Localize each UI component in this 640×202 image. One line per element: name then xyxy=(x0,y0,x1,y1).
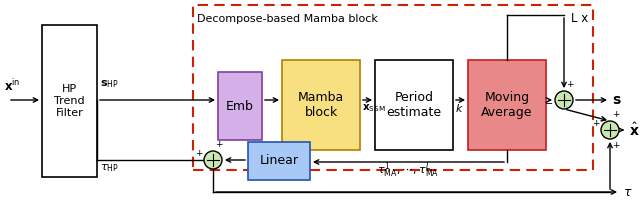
Text: $\hat{\mathbf{x}}$: $\hat{\mathbf{x}}$ xyxy=(629,121,640,139)
Text: −: − xyxy=(545,99,553,109)
Text: HP
Trend
Filter: HP Trend Filter xyxy=(54,84,85,118)
Text: Emb: Emb xyxy=(226,100,254,113)
Text: +: + xyxy=(566,80,573,89)
Text: +: + xyxy=(195,149,203,158)
Text: Mamba
block: Mamba block xyxy=(298,91,344,119)
Text: $\tau_{\mathrm{HP}}$: $\tau_{\mathrm{HP}}$ xyxy=(100,162,119,174)
Text: Decompose-based Mamba block: Decompose-based Mamba block xyxy=(197,14,378,24)
Text: Moving
Average: Moving Average xyxy=(481,91,532,119)
Text: +: + xyxy=(215,140,223,149)
Text: Linear: Linear xyxy=(259,155,298,167)
Bar xyxy=(248,142,310,180)
Text: L x: L x xyxy=(571,13,588,25)
Bar xyxy=(218,72,262,140)
Text: $\mathbf{s}$: $\mathbf{s}$ xyxy=(612,93,621,107)
Text: $\mathbf{s}_{\mathrm{HP}}$: $\mathbf{s}_{\mathrm{HP}}$ xyxy=(100,78,119,90)
Text: $\mathbf{x}^{\mathrm{in}}$: $\mathbf{x}^{\mathrm{in}}$ xyxy=(4,78,20,94)
Text: +: + xyxy=(593,119,600,128)
Circle shape xyxy=(555,91,573,109)
Text: Period
estimate: Period estimate xyxy=(387,91,442,119)
Circle shape xyxy=(601,121,619,139)
Bar xyxy=(468,60,546,150)
Bar xyxy=(42,25,97,177)
Circle shape xyxy=(204,151,222,169)
Bar xyxy=(282,60,360,150)
Text: $\tau^1_{\mathrm{MA}},\cdots,\tau^L_{\mathrm{MA}}$: $\tau^1_{\mathrm{MA}},\cdots,\tau^L_{\ma… xyxy=(377,160,439,180)
Text: +: + xyxy=(612,141,620,150)
Text: +: + xyxy=(612,110,620,119)
Text: $k$: $k$ xyxy=(455,102,464,114)
Text: $\mathbf{x}_{\mathrm{SSM}}$: $\mathbf{x}_{\mathrm{SSM}}$ xyxy=(362,102,385,114)
Text: $\tau$: $\tau$ xyxy=(623,185,632,199)
Bar xyxy=(375,60,453,150)
Bar xyxy=(193,5,593,170)
